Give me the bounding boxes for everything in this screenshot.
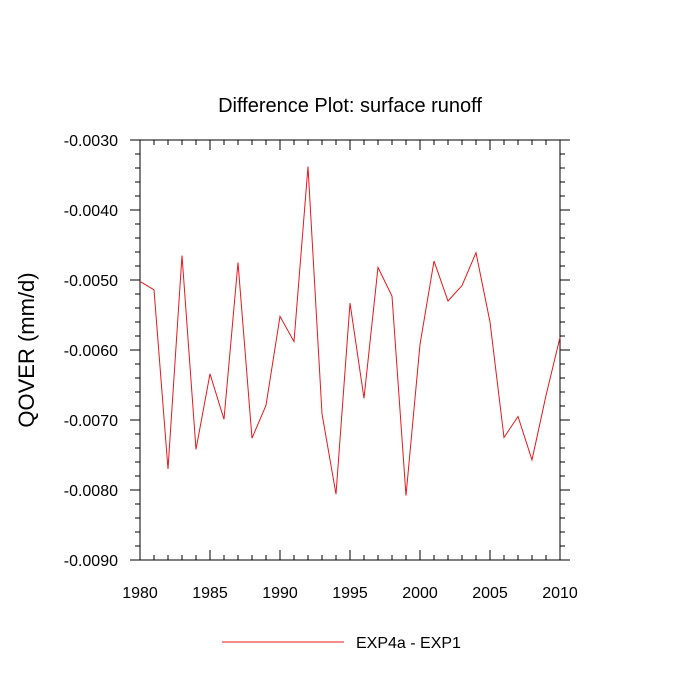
y-tick-label: -0.0050	[64, 273, 118, 290]
y-tick-label: -0.0080	[64, 483, 118, 500]
legend-label: EXP4a - EXP1	[356, 635, 461, 652]
y-tick-label: -0.0060	[64, 343, 118, 360]
plot-frame	[139, 139, 561, 561]
x-tick-label: 2010	[542, 585, 578, 602]
y-tick-label: -0.0090	[64, 553, 118, 570]
y-tick-label: -0.0030	[64, 133, 118, 150]
x-tick-label: 1980	[122, 585, 158, 602]
series-line	[139, 166, 561, 496]
x-tick-label: 2005	[472, 585, 508, 602]
y-axis-label: QOVER (mm/d)	[14, 272, 39, 427]
x-tick-label: 1990	[262, 585, 298, 602]
x-tick-label: 2000	[402, 585, 438, 602]
y-tick-label: -0.0070	[64, 413, 118, 430]
axis-ticks: 1980 1985 1990 1995 2000 2005 2010 -0.0030 -0.00…	[64, 133, 578, 602]
y-tick-label: -0.0040	[64, 203, 118, 220]
chart-title: Difference Plot: surface runoff	[218, 95, 482, 117]
x-tick-label: 1985	[192, 585, 228, 602]
x-tick-label: 1995	[332, 585, 368, 602]
legend: EXP4a - EXP1	[222, 635, 461, 652]
series-group	[139, 166, 561, 496]
